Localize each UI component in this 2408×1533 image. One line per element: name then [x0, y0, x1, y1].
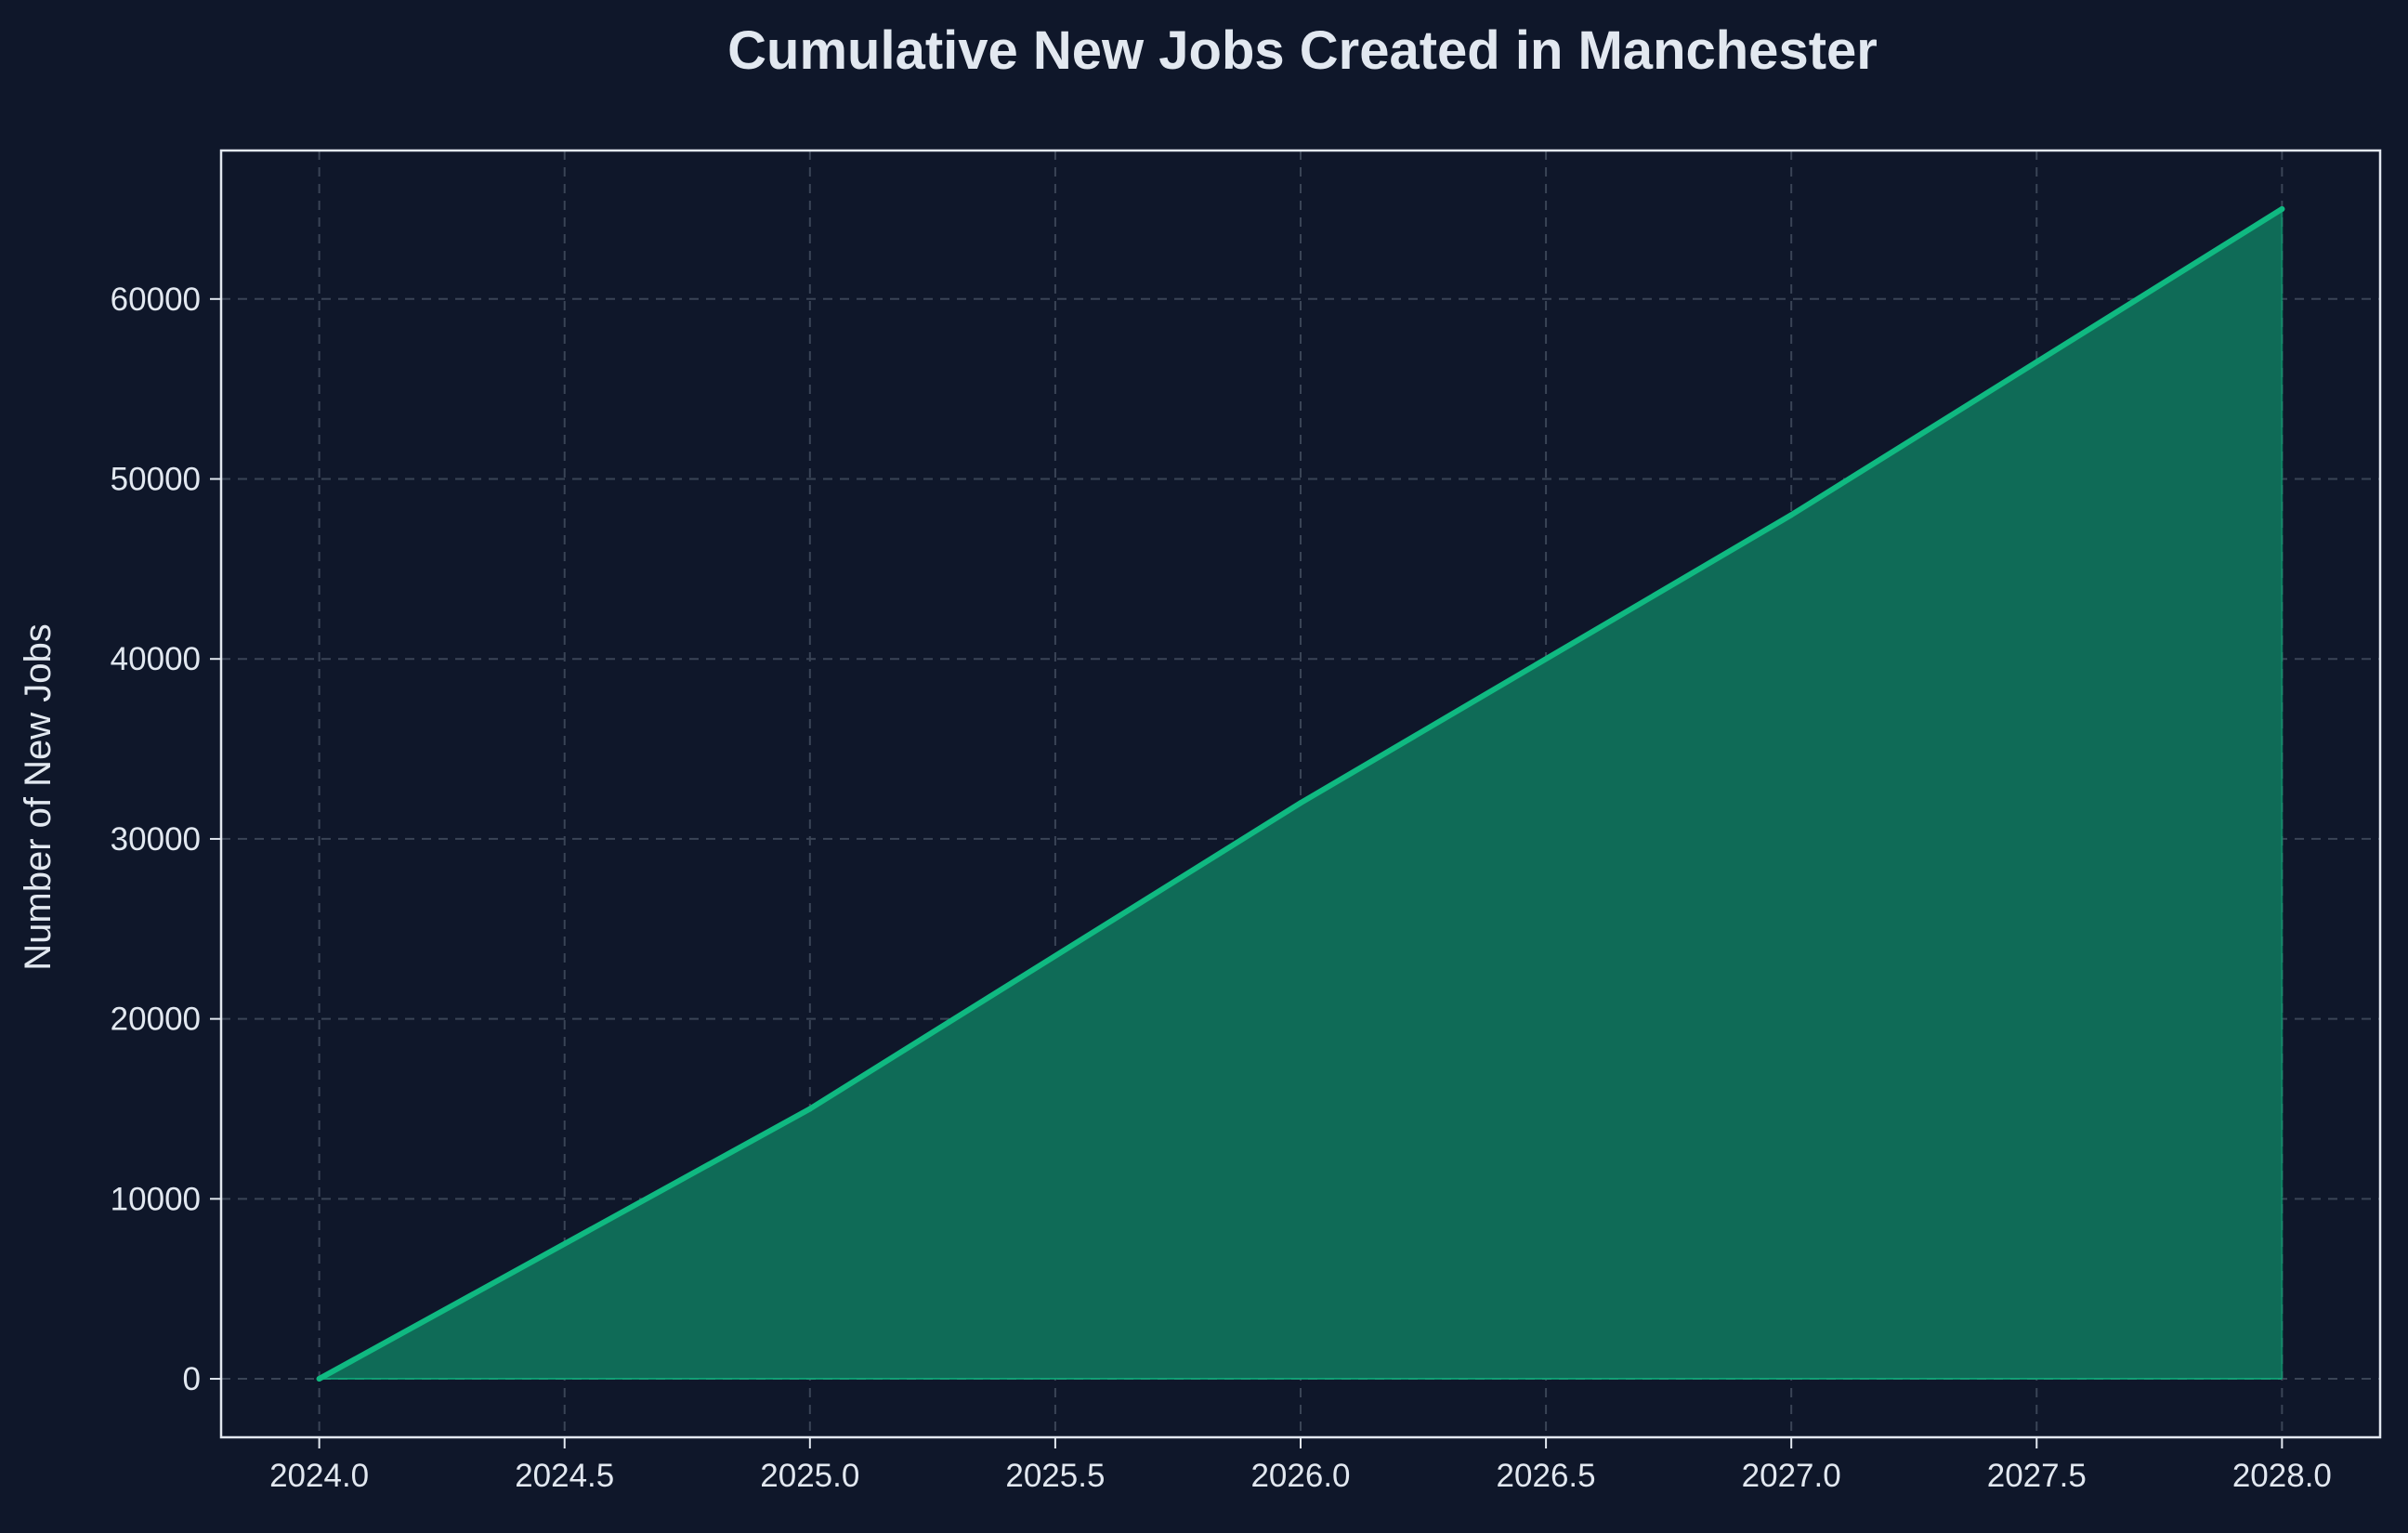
- data-point: [806, 1106, 813, 1112]
- data-point: [2279, 205, 2285, 212]
- x-tick-label: 2025.5: [1005, 1458, 1105, 1494]
- data-point: [316, 1376, 322, 1382]
- y-tick-label: 20000: [111, 1002, 201, 1038]
- area-series: [316, 205, 2285, 1382]
- y-tick-label: 0: [183, 1361, 201, 1397]
- y-tick-label: 30000: [111, 821, 201, 858]
- x-tick-label: 2027.0: [1742, 1458, 1841, 1494]
- x-tick-label: 2024.0: [269, 1458, 369, 1494]
- y-tick-label: 40000: [111, 641, 201, 677]
- ticks: 2024.0 2024.5 2025.0 2025.5 2026.0 2026.5 2027…: [111, 282, 2332, 1494]
- x-tick-label: 2028.0: [2232, 1458, 2332, 1494]
- data-point: [1788, 512, 1795, 518]
- x-tick-label: 2025.0: [760, 1458, 859, 1494]
- x-tick-label: 2026.0: [1250, 1458, 1350, 1494]
- chart-title: Cumulative New Jobs Created in Mancheste…: [727, 20, 1878, 81]
- area-fill: [319, 208, 2283, 1380]
- y-tick-label: 60000: [111, 282, 201, 318]
- x-tick-label: 2024.5: [515, 1458, 614, 1494]
- y-axis-label: Number of New Jobs: [18, 623, 59, 970]
- data-point: [1298, 800, 1303, 806]
- y-tick-label: 10000: [111, 1181, 201, 1217]
- x-tick-label: 2026.5: [1497, 1458, 1596, 1494]
- y-tick-label: 50000: [111, 462, 201, 498]
- x-tick-label: 2027.5: [1987, 1458, 2087, 1494]
